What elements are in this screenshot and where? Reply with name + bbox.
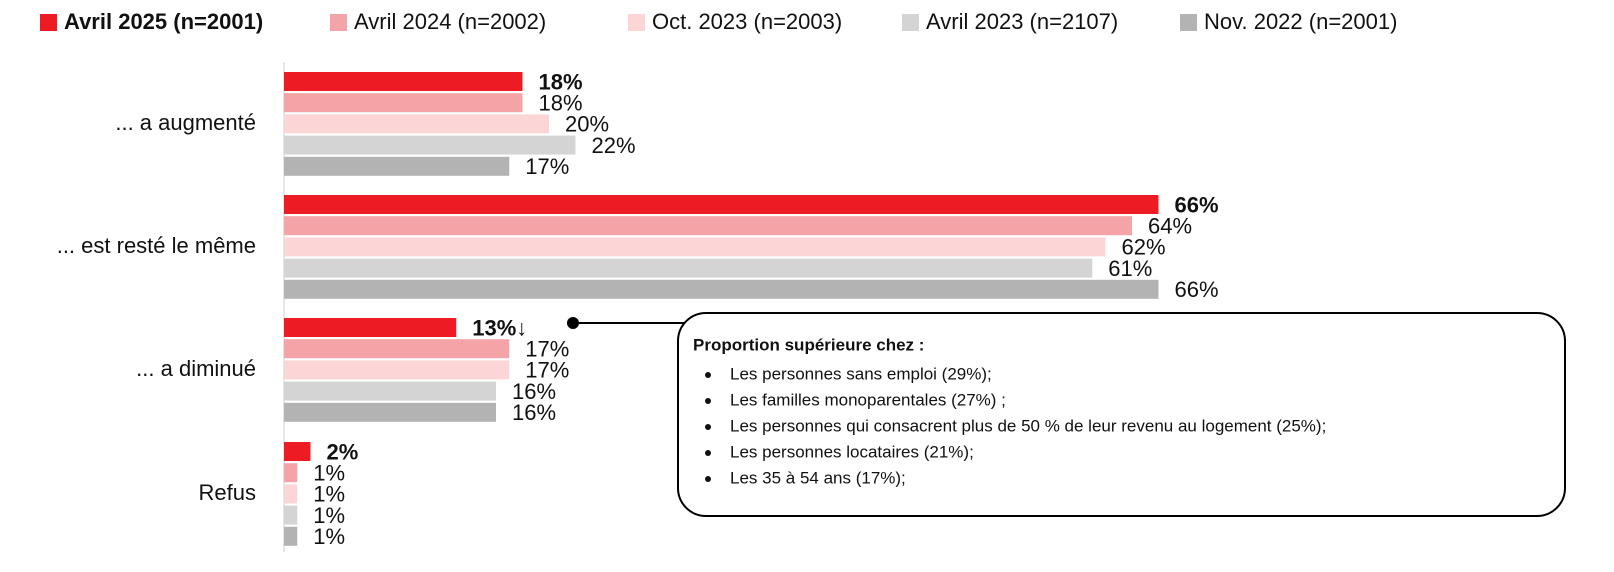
value-label: 1% bbox=[313, 482, 345, 507]
value-label: 2% bbox=[327, 439, 359, 464]
callout-item: Les 35 à 54 ans (17%); bbox=[730, 468, 906, 487]
bullet bbox=[705, 372, 711, 378]
bar bbox=[284, 505, 298, 525]
bullet bbox=[705, 424, 711, 430]
bar bbox=[284, 339, 510, 359]
bar bbox=[284, 72, 523, 91]
value-label: 17% bbox=[525, 358, 569, 383]
bullet bbox=[705, 476, 711, 482]
category-label: ... a augmenté bbox=[115, 110, 256, 135]
callout-dot bbox=[567, 317, 579, 329]
bar bbox=[284, 237, 1106, 257]
value-label: 16% bbox=[512, 400, 556, 425]
value-label: 64% bbox=[1148, 214, 1192, 239]
value-label: 17% bbox=[525, 154, 569, 179]
bar bbox=[284, 463, 298, 483]
category-label: ... a diminué bbox=[136, 356, 256, 381]
value-label: 22% bbox=[592, 133, 636, 158]
bar bbox=[284, 360, 510, 380]
legend-swatch bbox=[330, 14, 347, 31]
bar bbox=[284, 195, 1159, 214]
legend-swatch bbox=[1180, 14, 1197, 31]
legend-label: Nov. 2022 (n=2001) bbox=[1204, 9, 1397, 34]
value-label: 62% bbox=[1122, 235, 1166, 260]
legend-label: Oct. 2023 (n=2003) bbox=[652, 9, 842, 34]
bar bbox=[284, 279, 1159, 299]
value-label: 20% bbox=[565, 112, 609, 137]
legend-label: Avril 2023 (n=2107) bbox=[926, 9, 1118, 34]
bar bbox=[284, 216, 1132, 236]
bullet bbox=[705, 398, 711, 404]
bar bbox=[284, 526, 298, 546]
callout-item: Les familles monoparentales (27%) ; bbox=[730, 390, 1006, 409]
value-label: 66% bbox=[1175, 192, 1219, 217]
value-label: 61% bbox=[1108, 256, 1152, 281]
bar bbox=[284, 114, 549, 134]
callout-item: Les personnes locataires (21%); bbox=[730, 442, 974, 461]
value-label: 18% bbox=[539, 91, 583, 116]
value-label: 13%↓ bbox=[472, 315, 527, 340]
callout-title: Proportion supérieure chez : bbox=[693, 335, 924, 354]
legend-label: Avril 2025 (n=2001) bbox=[64, 9, 263, 34]
value-label: 1% bbox=[313, 524, 345, 549]
bar bbox=[284, 318, 457, 337]
value-label: 1% bbox=[313, 461, 345, 486]
legend-swatch bbox=[628, 14, 645, 31]
callout-item: Les personnes qui consacrent plus de 50 … bbox=[730, 416, 1326, 435]
value-label: 1% bbox=[313, 503, 345, 528]
legend-swatch bbox=[40, 14, 57, 31]
category-label: ... est resté le même bbox=[57, 233, 256, 258]
bar bbox=[284, 93, 523, 113]
bar bbox=[284, 156, 510, 176]
bullet bbox=[705, 450, 711, 456]
legend-label: Avril 2024 (n=2002) bbox=[354, 9, 546, 34]
value-label: 18% bbox=[539, 69, 583, 94]
value-label: 66% bbox=[1175, 277, 1219, 302]
value-label: 17% bbox=[525, 337, 569, 362]
bar bbox=[284, 442, 311, 461]
bar bbox=[284, 381, 496, 401]
bar bbox=[284, 484, 298, 504]
legend-swatch bbox=[902, 14, 919, 31]
callout-item: Les personnes sans emploi (29%); bbox=[730, 364, 992, 383]
bar bbox=[284, 135, 576, 155]
bar bbox=[284, 258, 1093, 278]
value-label: 16% bbox=[512, 379, 556, 404]
bar bbox=[284, 402, 496, 422]
category-label: Refus bbox=[199, 480, 256, 505]
callout-box bbox=[677, 312, 1566, 517]
